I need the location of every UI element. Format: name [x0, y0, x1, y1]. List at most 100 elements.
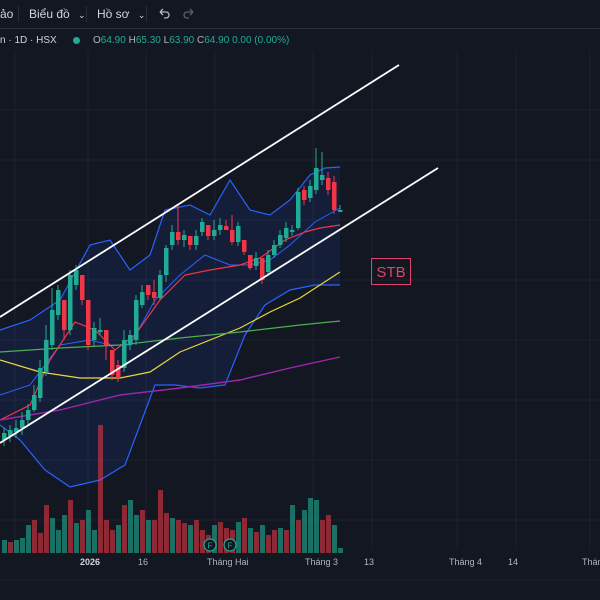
- time-axis-label: Tháng 3: [305, 557, 339, 567]
- volume-bar: [326, 515, 331, 553]
- candle: [110, 350, 115, 380]
- candle-body: [206, 225, 211, 236]
- badge-circle: [203, 538, 217, 552]
- candle-body: [80, 275, 85, 300]
- volume-bar: [140, 510, 145, 553]
- candle: [200, 218, 205, 236]
- candle-body: [188, 236, 193, 245]
- candle: [320, 152, 325, 185]
- candle: [212, 220, 217, 240]
- volume-bar: [314, 500, 319, 553]
- candle: [182, 230, 187, 247]
- candle-body: [236, 226, 241, 242]
- candle-body: [170, 232, 175, 245]
- badge-circle: [223, 538, 237, 552]
- candle-body: [272, 245, 277, 255]
- toolbar-separator: [86, 6, 87, 22]
- volume-bar: [284, 530, 289, 553]
- candle: [302, 186, 307, 205]
- candle: [224, 220, 229, 230]
- candle: [62, 300, 67, 340]
- candle-body: [92, 328, 97, 340]
- candle: [116, 360, 121, 382]
- candle: [104, 330, 109, 360]
- candle-body: [326, 178, 331, 190]
- volume-bar: [338, 548, 343, 553]
- volume-bar: [32, 520, 37, 553]
- low-key: L: [163, 35, 170, 46]
- candle-body: [176, 232, 181, 240]
- volume-bar: [254, 532, 259, 553]
- candle: [272, 240, 277, 258]
- volume-bar: [290, 505, 295, 553]
- candle: [140, 285, 145, 308]
- volume-bar: [98, 425, 103, 553]
- candle: [68, 270, 73, 335]
- candle: [164, 245, 169, 282]
- candle: [134, 295, 139, 345]
- candle-body: [146, 285, 151, 295]
- volume-bar: [38, 533, 43, 553]
- candle-body: [2, 433, 7, 440]
- candle: [50, 288, 55, 350]
- candle-body: [14, 428, 19, 432]
- trendline-lower: [0, 167, 439, 444]
- candle-body: [200, 222, 205, 232]
- candle: [230, 215, 235, 245]
- redo-icon[interactable]: [181, 6, 197, 22]
- volume-bar: [248, 528, 253, 553]
- time-axis-label: Tháng Hai: [207, 557, 249, 567]
- candle-body: [104, 330, 109, 345]
- candlesticks: [2, 148, 343, 446]
- candle-body: [128, 335, 133, 345]
- volume-bar: [176, 520, 181, 553]
- candle-body: [122, 340, 127, 368]
- symbol-info[interactable]: n · 1D · HSX: [0, 35, 57, 46]
- volume-bar: [116, 525, 121, 553]
- band-upper: [0, 166, 341, 331]
- candle: [176, 205, 181, 245]
- market-status-dot: [73, 37, 80, 44]
- toolbar-item-partial[interactable]: ảo: [0, 7, 14, 21]
- volume-bar: [26, 525, 31, 553]
- candle-body: [302, 190, 307, 200]
- candle: [158, 270, 163, 300]
- undo-icon[interactable]: [156, 6, 172, 22]
- open-key: O: [93, 35, 101, 46]
- volume-bar: [14, 540, 19, 553]
- time-axis-label: 13: [364, 557, 375, 567]
- candle: [98, 318, 103, 335]
- volume-bar: [2, 540, 7, 553]
- candle-body: [332, 182, 337, 210]
- volume-bar: [56, 530, 61, 553]
- candle: [32, 385, 37, 412]
- volume-bar: [170, 518, 175, 553]
- candle: [314, 148, 319, 194]
- candle-body: [308, 186, 313, 198]
- ticker-label: STB: [371, 258, 411, 285]
- profile-menu[interactable]: Hồ sơ ⌄: [97, 0, 145, 28]
- candle-body: [8, 430, 13, 436]
- candle-body: [290, 230, 295, 232]
- volume-bar: [164, 513, 169, 553]
- ma-longest-line: [0, 356, 341, 421]
- candle: [296, 188, 301, 230]
- high-value: 65.30: [135, 35, 161, 46]
- volume-bar: [110, 530, 115, 553]
- ma-long-line: [0, 320, 341, 353]
- candle: [236, 222, 241, 246]
- candle-body: [50, 310, 55, 345]
- candle: [338, 205, 343, 212]
- chart-type-menu[interactable]: Biểu đồ ⌄: [29, 0, 86, 28]
- volume-bar: [104, 520, 109, 553]
- candle: [260, 258, 265, 284]
- volume-bar: [44, 505, 49, 553]
- candle: [170, 225, 175, 250]
- candle: [80, 275, 85, 305]
- candle: [266, 250, 271, 276]
- candle-body: [38, 368, 43, 398]
- volume-bar: [158, 490, 163, 553]
- candle-body: [194, 236, 199, 245]
